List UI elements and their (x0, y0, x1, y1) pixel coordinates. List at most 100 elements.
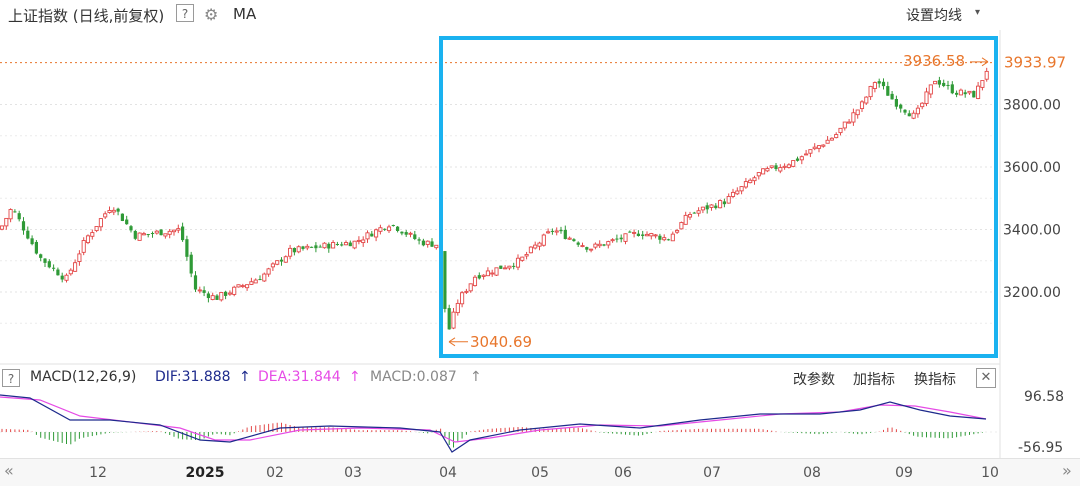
candle-body (984, 70, 989, 80)
candle-body (700, 206, 705, 211)
candle-body (292, 247, 296, 253)
candle-body (219, 292, 224, 301)
candle-body (171, 229, 177, 233)
candle-body (421, 240, 425, 246)
candle-body (447, 308, 451, 330)
macd-header: ? MACD(12,26,9) DIF:31.888 ↑ DEA:31.844 … (0, 366, 1000, 390)
candle-body (955, 92, 959, 95)
candle-body (90, 232, 95, 237)
candle-body (468, 283, 473, 292)
chart-title: 上证指数 (日线,前复权) (8, 7, 165, 25)
chart-header: 上证指数 (日线,前复权) ? ⚙ MA 设置均线 ▾ (0, 0, 1080, 30)
candle-body (335, 243, 339, 245)
candle-body (769, 165, 774, 168)
candle-body (64, 274, 69, 281)
candle-body (550, 230, 554, 232)
change-params-button[interactable]: 改参数 (793, 372, 835, 388)
candle-body (430, 241, 434, 247)
candle-body (705, 205, 709, 210)
candle-body (512, 265, 516, 267)
chevron-down-icon[interactable]: ▾ (975, 7, 981, 18)
candle-body (279, 259, 284, 262)
macd-name: MACD(12,26,9) (30, 369, 137, 385)
candle-body (340, 244, 344, 246)
candle-body (331, 242, 336, 249)
candle-body (739, 186, 744, 192)
candle-body (81, 240, 86, 253)
candle-body (950, 84, 954, 94)
low-annotation: 3040.69 (470, 333, 532, 351)
candle-body (472, 276, 478, 287)
candle-body (4, 217, 9, 227)
candle-body (972, 90, 976, 98)
candle-body (653, 234, 658, 237)
current-price-label: 3933.97 (1004, 54, 1066, 72)
candle-body (26, 230, 30, 239)
macd-help-icon[interactable]: ? (2, 369, 20, 387)
candle-body (94, 226, 99, 232)
candle-body (262, 273, 267, 282)
candle-body (60, 275, 64, 280)
high-arrow-head (981, 57, 989, 67)
candle-body (799, 156, 804, 161)
close-icon[interactable]: ✕ (976, 368, 996, 388)
candle-body (834, 134, 839, 139)
candle-body (396, 226, 400, 231)
candle-body (761, 168, 766, 175)
candle-body (980, 80, 985, 88)
candle-body (266, 268, 271, 275)
switch-indicator-button[interactable]: 换指标 (914, 372, 956, 388)
candle-body (847, 121, 852, 124)
candle-body (116, 208, 120, 212)
candle-body (597, 243, 602, 247)
candle-body (585, 247, 589, 250)
set-ma-button[interactable]: 设置均线 (906, 8, 962, 24)
candle-body (782, 165, 787, 168)
candle-body (348, 242, 352, 247)
candle-body (310, 246, 314, 248)
candle-body (714, 205, 718, 209)
candle-body (520, 256, 525, 261)
dif-value: DIF:31.888 (155, 369, 231, 385)
grid-lines (0, 30, 1001, 458)
time-axis: « » (0, 458, 1080, 486)
candle-body (47, 261, 51, 268)
candle-body (791, 160, 796, 167)
candle-body (185, 239, 189, 257)
prev-icon[interactable]: « (4, 461, 14, 480)
candle-body (73, 262, 78, 272)
next-icon[interactable]: » (1062, 461, 1072, 480)
candle-body (894, 99, 898, 107)
candle-body (829, 137, 834, 141)
chart-canvas: 3200.00 3400.00 3600.00 3800.00 3933.97 3936… (0, 30, 1066, 458)
candle-body (270, 263, 275, 268)
candle-body (167, 230, 172, 235)
candle-body (641, 234, 645, 236)
candle-body (735, 190, 740, 195)
gear-icon[interactable]: ⚙ (204, 5, 219, 24)
help-icon[interactable]: ? (176, 4, 194, 22)
high-annotation: 3936.58 (903, 52, 965, 70)
ma-label[interactable]: MA (233, 5, 257, 23)
dea-arrow-icon: ↑ (349, 369, 361, 385)
candle-body (98, 218, 103, 228)
candle-body (580, 245, 585, 248)
macd-panel: 96.58 -56.95 (0, 363, 1064, 456)
candle-body (8, 209, 13, 220)
candle-body (125, 219, 129, 225)
candle-body (343, 242, 349, 246)
candle-body (554, 230, 559, 233)
candle-body (163, 233, 168, 237)
candle-body (911, 112, 916, 119)
add-indicator-button[interactable]: 加指标 (853, 372, 895, 388)
candle-body (34, 241, 38, 254)
candle-body (589, 248, 594, 251)
candle-body (232, 286, 237, 295)
candle-body (675, 230, 680, 233)
candle-body (352, 240, 357, 249)
candle-body (615, 238, 619, 240)
candle-body (193, 275, 198, 290)
candle-body (21, 221, 26, 231)
candle-body (649, 233, 654, 237)
candle-body (365, 232, 370, 240)
